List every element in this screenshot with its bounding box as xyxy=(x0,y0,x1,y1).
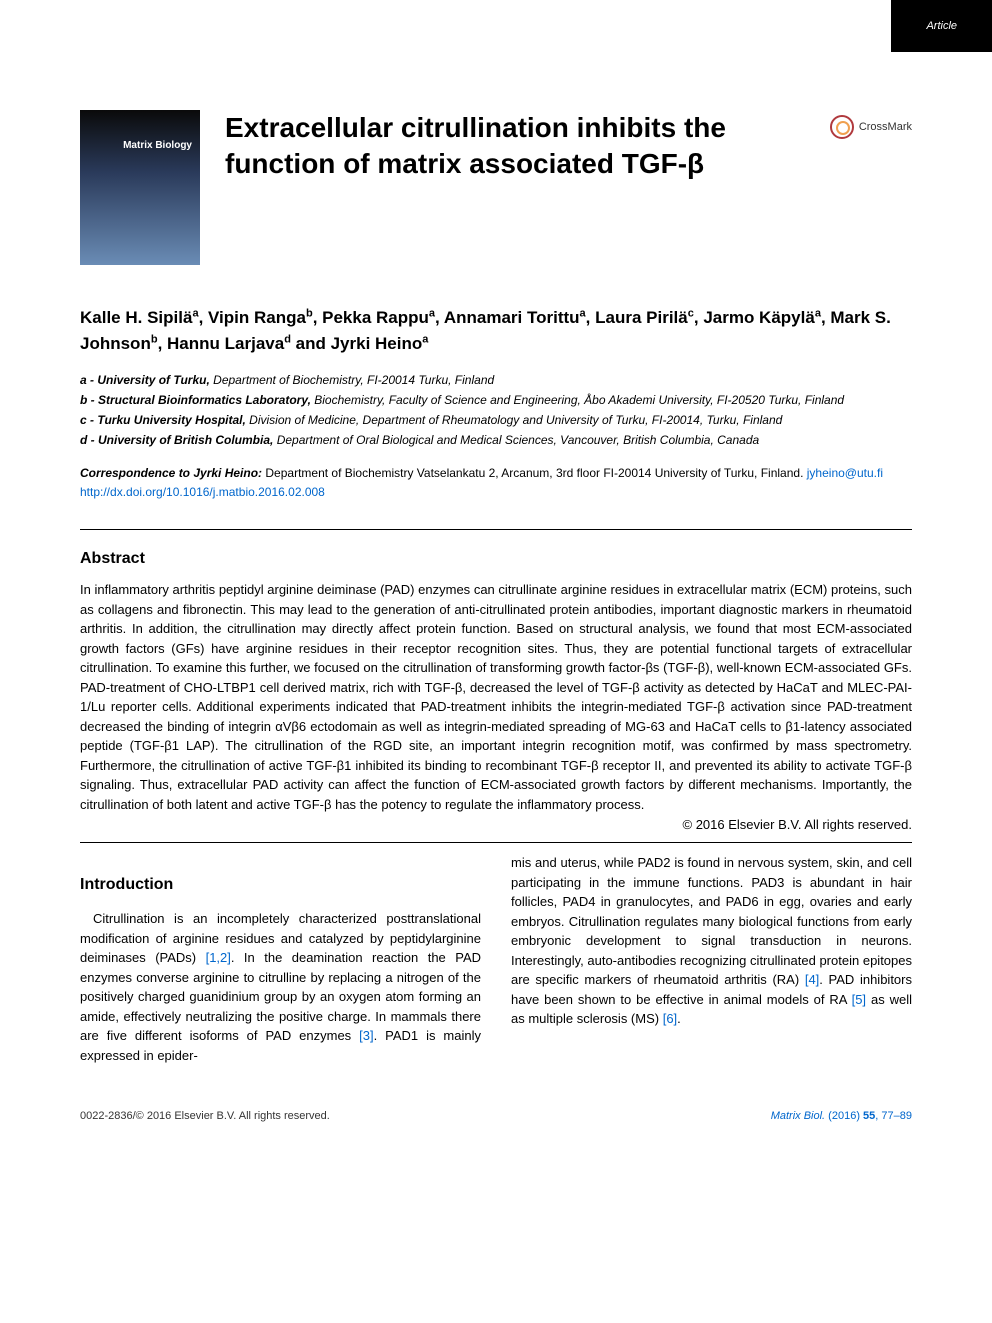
page-footer: 0022-2836/© 2016 Elsevier B.V. All right… xyxy=(80,1105,912,1122)
abstract-copyright: © 2016 Elsevier B.V. All rights reserved… xyxy=(80,817,912,832)
correspondence-text: Department of Biochemistry Vatselankatu … xyxy=(265,466,803,480)
correspondence-label: Correspondence to Jyrki Heino: xyxy=(80,466,262,480)
body-paragraph: Citrullination is an incompletely charac… xyxy=(80,909,481,1065)
footer-citation: Matrix Biol. (2016) 55, 77–89 xyxy=(771,1110,912,1122)
page-container: Matrix Biology Extracellular citrullinat… xyxy=(0,0,992,1162)
author-list: Kalle H. Sipiläa, Vipin Rangab, Pekka Ra… xyxy=(80,305,912,356)
body-column-right: mis and uterus, while PAD2 is found in n… xyxy=(511,853,912,1065)
footer-copyright: 0022-2836/© 2016 Elsevier B.V. All right… xyxy=(80,1110,330,1122)
affiliation-item: b - Structural Bioinformatics Laboratory… xyxy=(80,391,912,409)
crossmark-label: CrossMark xyxy=(859,121,912,133)
crossmark-icon xyxy=(830,115,854,139)
introduction-heading: Introduction xyxy=(80,873,481,897)
author-name: Hannu Larjavad xyxy=(167,334,291,353)
footer-pages: , 77–89 xyxy=(875,1110,912,1122)
title-block: Extracellular citrullination inhibits th… xyxy=(225,110,805,183)
footer-issue: (2016) xyxy=(825,1110,863,1122)
journal-cover-label: Matrix Biology xyxy=(123,140,192,151)
doi-link[interactable]: http://dx.doi.org/10.1016/j.matbio.2016.… xyxy=(80,485,912,499)
reference-link[interactable]: [6] xyxy=(663,1011,677,1026)
reference-link[interactable]: [3] xyxy=(359,1028,373,1043)
body-columns: Introduction Citrullination is an incomp… xyxy=(80,853,912,1065)
divider xyxy=(80,529,912,530)
author-name: Jyrki Heinoa xyxy=(331,334,429,353)
affiliation-list: a - University of Turku, Department of B… xyxy=(80,371,912,449)
author-name: Pekka Rappua xyxy=(322,308,435,327)
body-column-left: Introduction Citrullination is an incomp… xyxy=(80,853,481,1065)
reference-link[interactable]: [1,2] xyxy=(206,950,231,965)
header-row: Matrix Biology Extracellular citrullinat… xyxy=(80,110,912,265)
author-name: Kalle H. Sipiläa xyxy=(80,308,199,327)
footer-volume: 55 xyxy=(863,1110,875,1122)
crossmark-widget[interactable]: CrossMark xyxy=(830,115,912,139)
correspondence-email-link[interactable]: jyheino@utu.fi xyxy=(807,466,883,480)
reference-link[interactable]: [4] xyxy=(805,972,819,987)
author-name: Laura Piriläc xyxy=(595,308,694,327)
reference-link[interactable]: [5] xyxy=(852,992,866,1007)
article-title: Extracellular citrullination inhibits th… xyxy=(225,110,805,183)
body-text: mis and uterus, while PAD2 is found in n… xyxy=(511,855,912,987)
footer-journal: Matrix Biol. xyxy=(771,1110,825,1122)
body-text: . xyxy=(677,1011,681,1026)
author-name: Jarmo Käpyläa xyxy=(703,308,821,327)
abstract-text: In inflammatory arthritis peptidyl argin… xyxy=(80,580,912,814)
body-paragraph: mis and uterus, while PAD2 is found in n… xyxy=(511,853,912,1029)
divider xyxy=(80,842,912,843)
affiliation-item: d - University of British Columbia, Depa… xyxy=(80,431,912,449)
author-name: Vipin Rangab xyxy=(208,308,313,327)
author-name: Annamari Torittua xyxy=(444,308,586,327)
correspondence: Correspondence to Jyrki Heino: Departmen… xyxy=(80,464,912,482)
affiliation-item: a - University of Turku, Department of B… xyxy=(80,371,912,389)
affiliation-item: c - Turku University Hospital, Division … xyxy=(80,411,912,429)
abstract-heading: Abstract xyxy=(80,550,912,568)
journal-cover-thumbnail: Matrix Biology xyxy=(80,110,200,265)
